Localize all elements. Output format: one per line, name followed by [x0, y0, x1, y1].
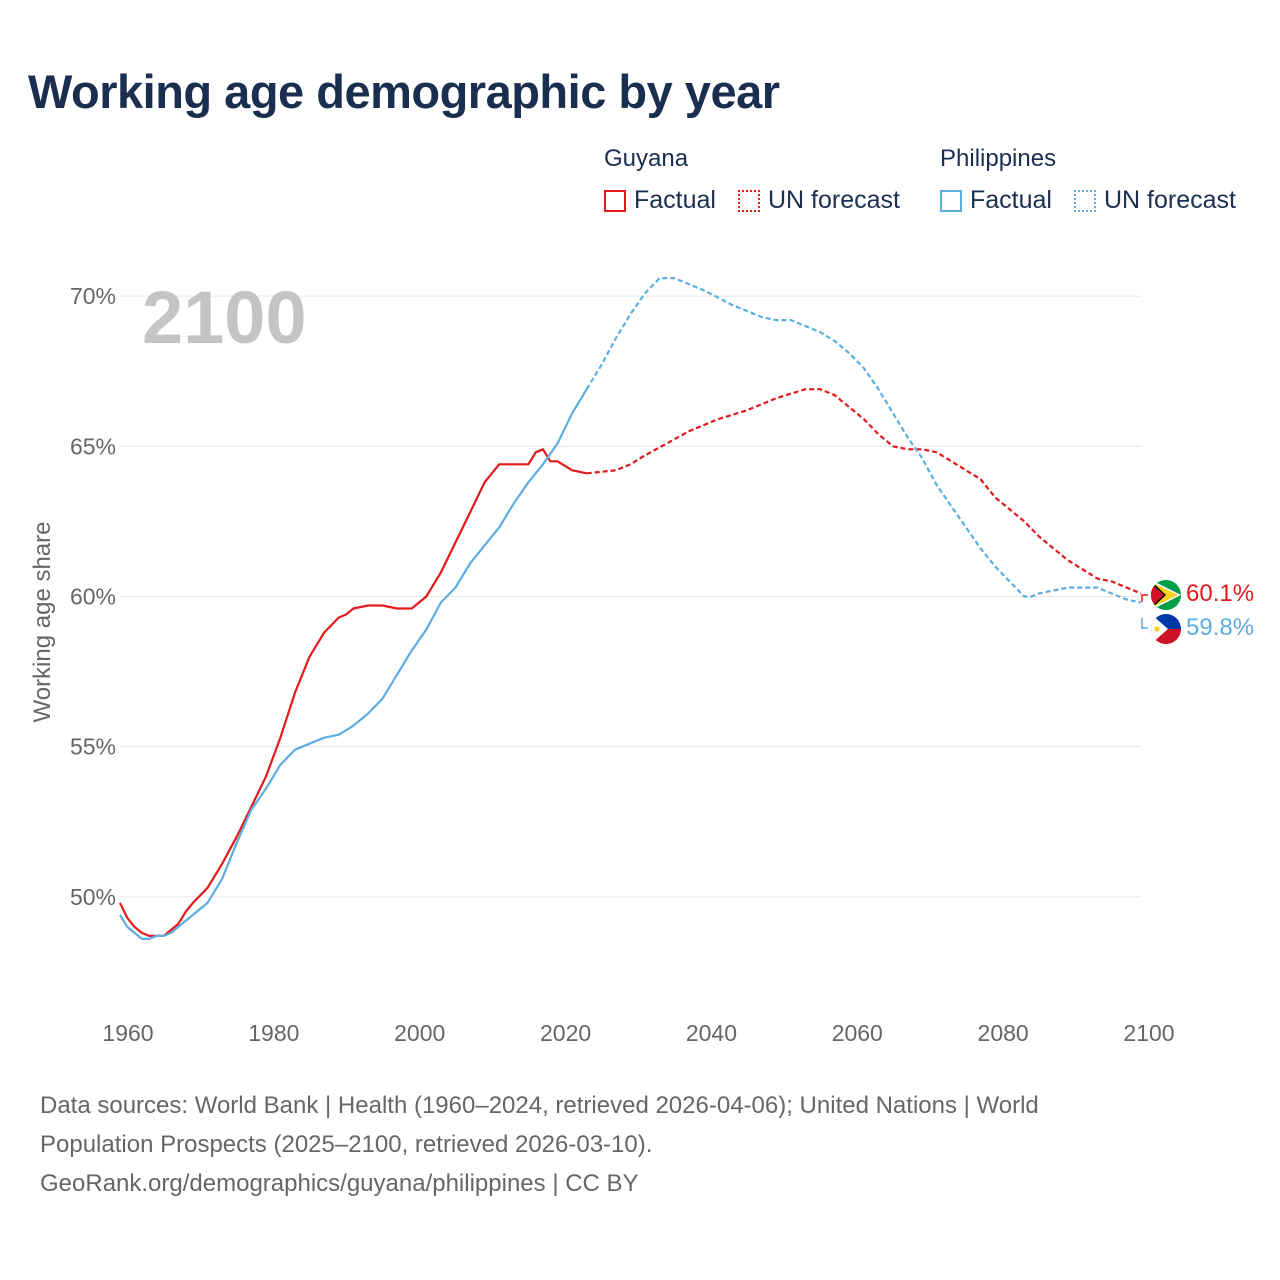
guyana-end-connector: [1141, 594, 1148, 602]
guyana-flag-icon: [1151, 580, 1181, 610]
legend-label: UN forecast: [1104, 186, 1236, 214]
legend-philippines-forecast[interactable]: UN forecast: [1074, 186, 1236, 215]
x-tick-label: 2040: [686, 1020, 737, 1046]
dotted-swatch-icon: [738, 189, 760, 212]
x-tick-label: 2100: [1123, 1020, 1174, 1046]
y-tick-label: 65%: [70, 433, 116, 459]
guyana-end-value-label: 60.1%: [1186, 580, 1254, 607]
legend-guyana-factual[interactable]: Factual: [604, 186, 716, 215]
guyana-factual-line[interactable]: [119, 448, 587, 937]
philippines-end-connector: [1141, 618, 1148, 629]
dotted-swatch-icon: [1074, 189, 1096, 212]
sources-line[interactable]: GeoRank.org/demographics/guyana/philippi…: [40, 1170, 639, 1197]
x-tick-label: 2080: [978, 1020, 1029, 1046]
guyana-un-forecast-line[interactable]: [586, 388, 1142, 595]
solid-swatch-icon: [940, 189, 962, 212]
sources-line: Population Prospects (2025–2100, retriev…: [40, 1131, 653, 1158]
philippines-factual-line[interactable]: [119, 388, 588, 940]
y-tick-label: 50%: [70, 884, 116, 910]
series-lines: [119, 277, 1142, 940]
x-tick-label: 2060: [832, 1020, 883, 1046]
legend-label: Factual: [634, 186, 716, 214]
sources-line: Data sources: World Bank | Health (1960–…: [40, 1092, 1039, 1119]
legend-philippines-factual[interactable]: Factual: [940, 186, 1052, 215]
y-tick-label: 55%: [70, 734, 116, 760]
philippines-end-value-label: 59.8%: [1186, 614, 1254, 641]
philippines-flag-icon: [1151, 614, 1181, 644]
legend-title-guyana: Guyana: [604, 145, 689, 172]
y-tick-label: 60%: [70, 583, 116, 609]
y-tick-label: 70%: [70, 283, 116, 309]
philippines-un-forecast-line[interactable]: [585, 277, 1142, 604]
legend-title-philippines: Philippines: [940, 145, 1057, 172]
line-chart: 2100 50% 55% 60% 65% 70% 1960 1980 2000 2020 204…: [29, 276, 1254, 1046]
y-axis-label: Working age share: [29, 522, 56, 723]
chart-title: Working age demographic by year: [28, 65, 780, 118]
x-tick-label: 2020: [540, 1020, 591, 1046]
gridlines: [120, 295, 1141, 898]
x-tick-label: 1980: [248, 1020, 299, 1046]
legend-guyana-forecast[interactable]: UN forecast: [738, 186, 900, 215]
y-axis-ticks: 50% 55% 60% 65% 70%: [70, 283, 116, 910]
x-tick-label: 2000: [394, 1020, 445, 1046]
solid-swatch-icon: [604, 189, 626, 212]
data-sources: Data sources: World Bank | Health (1960–…: [40, 1086, 1160, 1203]
legend-label: Factual: [970, 186, 1052, 214]
year-watermark: 2100: [142, 276, 307, 359]
legend-label: UN forecast: [768, 186, 900, 214]
x-axis-ticks: 1960 1980 2000 2020 2040 2060 2080 2100: [102, 1020, 1174, 1046]
x-tick-label: 1960: [102, 1020, 153, 1046]
